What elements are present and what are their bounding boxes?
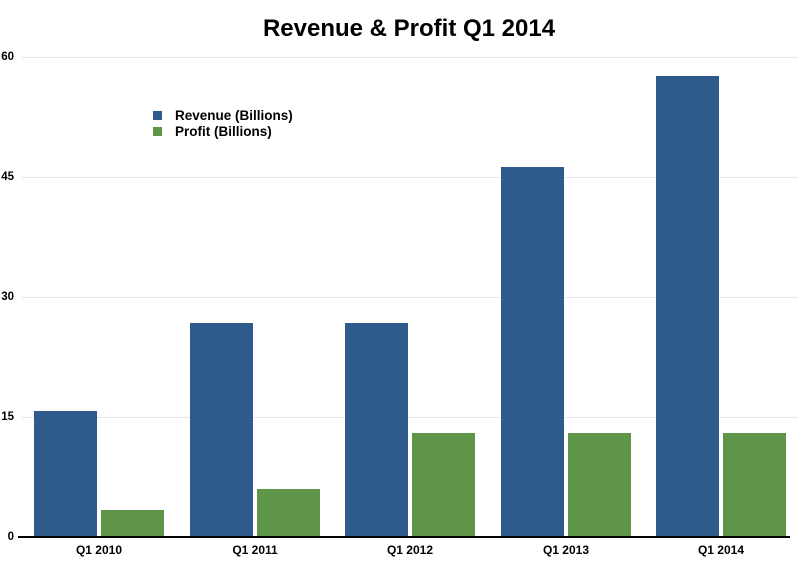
legend-label-revenue: Revenue (Billions) (175, 108, 293, 124)
gridline-y-15 (22, 416, 798, 418)
revenue-bar-q1-2014 (656, 76, 719, 537)
profit-bar-q1-2010 (101, 510, 164, 537)
gridline-y-45 (22, 176, 798, 178)
chart-title: Revenue & Profit Q1 2014 (262, 15, 556, 42)
x-category-label-q1-2014: Q1 2014 (697, 543, 745, 557)
legend-label-profit: Profit (Billions) (175, 123, 272, 139)
revenue-bar-q1-2013 (501, 167, 564, 537)
x-category-label-q1-2012: Q1 2012 (386, 543, 434, 557)
profit-swatch-icon (153, 126, 162, 136)
profit-bar-q1-2011 (257, 489, 320, 537)
y-tick-label-60: 60 (1, 51, 14, 63)
y-tick-label-30: 30 (1, 291, 14, 303)
x-axis-line (18, 536, 790, 538)
y-tick-label-45: 45 (1, 171, 14, 183)
profit-bar-q1-2014 (723, 433, 786, 537)
legend: Revenue (Billions) Profit (Billions) (153, 108, 293, 139)
revenue-swatch-icon (153, 111, 162, 121)
y-tick-label-15: 15 (1, 411, 14, 423)
revenue-bar-q1-2011 (190, 323, 253, 537)
legend-item-revenue: Revenue (Billions) (153, 108, 293, 124)
revenue-bar-q1-2012 (345, 323, 408, 537)
gridline-y-60 (22, 56, 798, 58)
y-tick-label-0: 0 (7, 531, 14, 543)
x-category-label-q1-2013: Q1 2013 (542, 543, 590, 557)
revenue-bar-q1-2010 (34, 411, 97, 537)
profit-bar-q1-2013 (568, 433, 631, 537)
profit-bar-q1-2012 (412, 433, 475, 537)
x-category-label-q1-2010: Q1 2010 (75, 543, 123, 557)
x-category-label-q1-2011: Q1 2011 (232, 543, 278, 557)
gridline-y-30 (22, 296, 798, 298)
legend-item-profit: Profit (Billions) (153, 124, 293, 140)
